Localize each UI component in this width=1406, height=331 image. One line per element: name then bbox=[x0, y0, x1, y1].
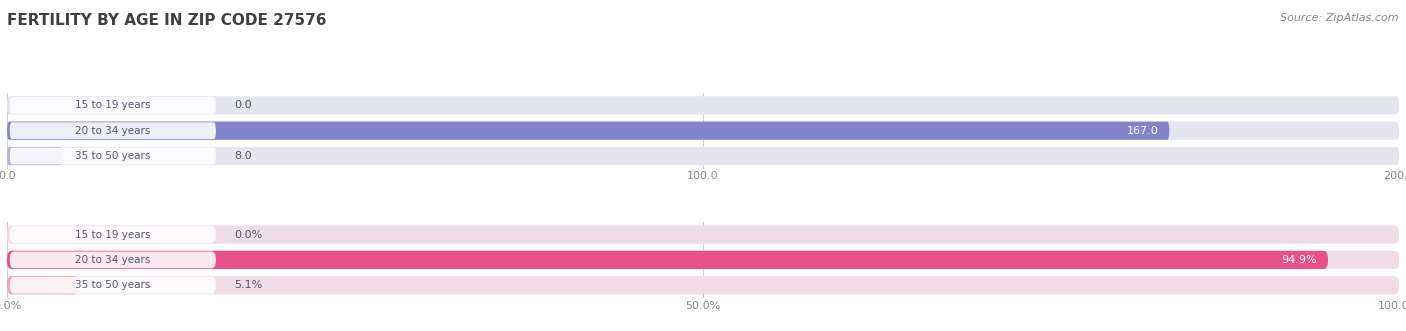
FancyBboxPatch shape bbox=[10, 148, 217, 165]
Text: 0.0%: 0.0% bbox=[233, 230, 262, 240]
Text: 167.0: 167.0 bbox=[1126, 126, 1159, 136]
Text: 0.0: 0.0 bbox=[233, 100, 252, 110]
FancyBboxPatch shape bbox=[7, 251, 1399, 269]
Text: 15 to 19 years: 15 to 19 years bbox=[75, 230, 150, 240]
FancyBboxPatch shape bbox=[7, 121, 1399, 140]
Text: 8.0: 8.0 bbox=[233, 151, 252, 161]
FancyBboxPatch shape bbox=[10, 226, 217, 243]
FancyBboxPatch shape bbox=[7, 251, 1329, 269]
Text: 20 to 34 years: 20 to 34 years bbox=[75, 126, 150, 136]
FancyBboxPatch shape bbox=[10, 277, 217, 294]
FancyBboxPatch shape bbox=[10, 252, 217, 268]
FancyBboxPatch shape bbox=[7, 147, 63, 165]
Text: 35 to 50 years: 35 to 50 years bbox=[75, 280, 150, 290]
FancyBboxPatch shape bbox=[7, 96, 1399, 115]
FancyBboxPatch shape bbox=[7, 147, 1399, 165]
FancyBboxPatch shape bbox=[7, 276, 1399, 294]
FancyBboxPatch shape bbox=[10, 97, 217, 114]
Text: Source: ZipAtlas.com: Source: ZipAtlas.com bbox=[1281, 13, 1399, 23]
Text: FERTILITY BY AGE IN ZIP CODE 27576: FERTILITY BY AGE IN ZIP CODE 27576 bbox=[7, 13, 326, 28]
FancyBboxPatch shape bbox=[7, 276, 77, 294]
Text: 20 to 34 years: 20 to 34 years bbox=[75, 255, 150, 265]
FancyBboxPatch shape bbox=[7, 225, 1399, 244]
Text: 94.9%: 94.9% bbox=[1281, 255, 1317, 265]
Text: 35 to 50 years: 35 to 50 years bbox=[75, 151, 150, 161]
Text: 5.1%: 5.1% bbox=[233, 280, 262, 290]
FancyBboxPatch shape bbox=[10, 122, 217, 139]
Text: 15 to 19 years: 15 to 19 years bbox=[75, 100, 150, 110]
FancyBboxPatch shape bbox=[7, 121, 1170, 140]
